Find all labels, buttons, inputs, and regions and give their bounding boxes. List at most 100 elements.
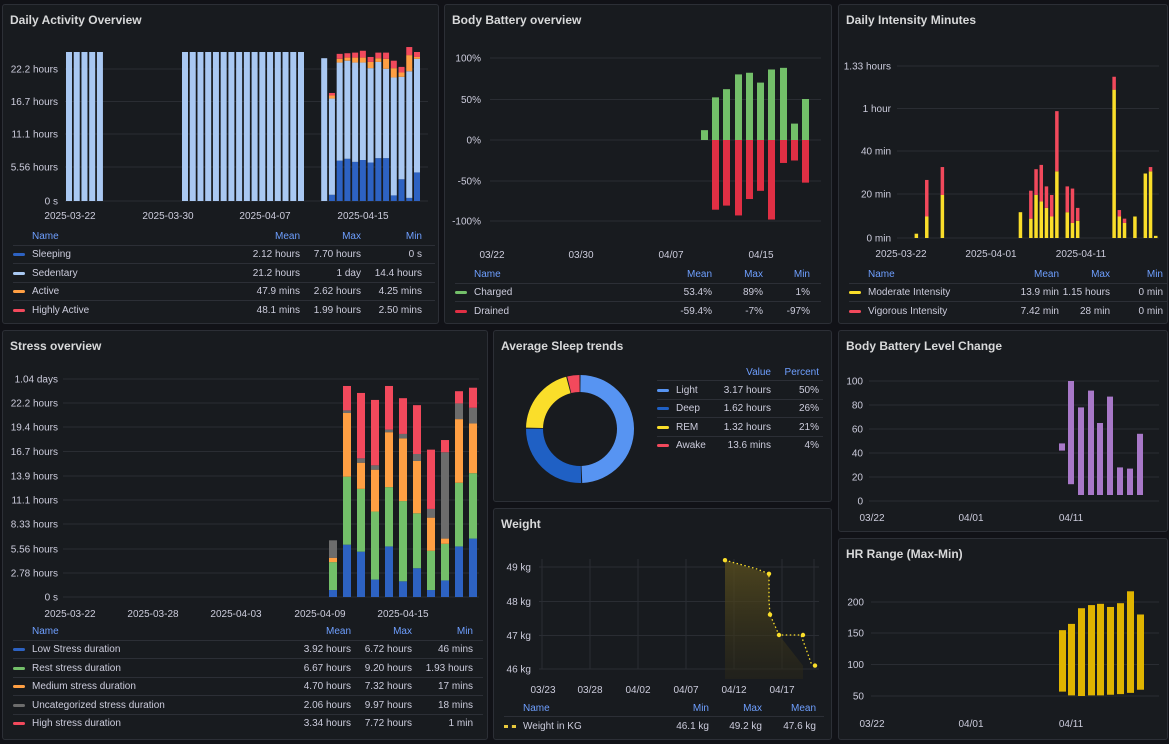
bar-highly-active xyxy=(390,60,397,69)
bar-moderate xyxy=(1034,195,1038,238)
legend-row[interactable]: Sleeping 2.12 hours 7.70 hours 0 s xyxy=(13,246,435,264)
bar-sleeping xyxy=(375,158,382,201)
legend-row[interactable]: Drained -59.4% -7% -97% xyxy=(455,302,821,320)
legend-row[interactable]: Awake 13.6 mins 4% xyxy=(657,437,823,455)
legend-value-max: -7% xyxy=(745,305,763,317)
bar-sedentary xyxy=(321,58,328,202)
legend-series-name: Highly Active xyxy=(32,304,90,316)
bar-vigorous xyxy=(1055,111,1059,172)
bar-sedentary xyxy=(81,52,88,201)
x-tick-label: 2025-04-01 xyxy=(965,249,1017,260)
series-color-swatch xyxy=(657,444,669,448)
legend-header-name[interactable]: Name xyxy=(32,230,59,242)
legend-header-min[interactable]: Min xyxy=(692,702,709,714)
panel-sleep: Average Sleep trends NameValuePercentLig… xyxy=(493,330,832,502)
bar-drained xyxy=(735,140,742,216)
legend-row[interactable]: Light 3.17 hours 50% xyxy=(657,381,823,399)
legend-value-value: 1.32 hours xyxy=(723,421,771,433)
legend-row[interactable]: Highly Active 48.1 mins 1.99 hours 2.50 min… xyxy=(13,301,435,319)
legend-row[interactable]: Uncategorized stress duration 2.06 hours 9… xyxy=(13,696,483,714)
bar-uncategorized-stress xyxy=(385,429,393,433)
legend-header-max[interactable]: Max xyxy=(1091,268,1110,280)
stress-chart: 1.04 days 22.2 hours 19.4 hours 16.7 hours 1… xyxy=(11,375,479,620)
legend-header-min[interactable]: Min xyxy=(1146,268,1163,280)
legend-series-name: Medium stress duration xyxy=(32,681,136,692)
bar-rest-stress xyxy=(469,473,477,539)
x-tick-label: 2025-04-07 xyxy=(239,211,291,222)
legend-row[interactable]: High stress duration 3.34 hours 7.72 hours… xyxy=(13,715,483,733)
legend-header-max[interactable]: Max xyxy=(342,230,361,242)
panel-stress: Stress overview 1.04 days 22.2 hours 19.4 … xyxy=(2,330,488,740)
sleep-donut-chart xyxy=(526,375,635,483)
bar-sedentary xyxy=(359,62,366,161)
series-color-swatch xyxy=(455,309,467,313)
legend-row[interactable]: Active 47.9 mins 2.62 hours 4.25 mins xyxy=(13,283,435,301)
legend-header-max[interactable]: Max xyxy=(744,268,763,280)
legend-header-mean[interactable]: Mean xyxy=(1033,268,1059,280)
legend-header-min[interactable]: Min xyxy=(405,230,422,242)
x-tick-label: 04/02 xyxy=(625,685,650,696)
bar-highly-active xyxy=(398,66,405,73)
legend-row[interactable]: Low Stress duration 3.92 hours 6.72 hours 4… xyxy=(13,641,483,659)
weight-area xyxy=(725,560,803,679)
x-tick-label: 03/22 xyxy=(859,719,884,730)
bar-sleeping xyxy=(328,194,335,201)
bar-sedentary xyxy=(328,98,335,195)
legend-header-min[interactable]: Min xyxy=(456,625,473,637)
series-color-swatch xyxy=(13,253,25,256)
panel-title: Body Battery overview xyxy=(452,13,582,27)
y-tick-label: 20 min xyxy=(861,190,891,201)
y-tick-label: 20 xyxy=(852,473,864,484)
x-tick-label: 04/01 xyxy=(958,513,983,524)
bar-highly-active xyxy=(383,52,390,59)
bb-level-chart: 100 80 60 40 20 0 03/22 04/01 04/11 xyxy=(846,377,1159,524)
legend-row[interactable]: Vigorous Intensity 7.42 min 28 min 0 min xyxy=(849,302,1167,320)
bar-high-stress xyxy=(357,392,365,459)
bar-sedentary xyxy=(189,52,196,201)
legend-row[interactable]: Charged 53.4% 89% 1% xyxy=(455,284,821,302)
legend-header-name[interactable]: Name xyxy=(868,268,895,280)
legend-header-min[interactable]: Min xyxy=(793,268,810,280)
legend-header-name[interactable]: Name xyxy=(474,268,501,280)
legend-row[interactable]: Moderate Intensity 13.9 min 1.15 hours 0 mi… xyxy=(849,284,1167,302)
bar-sleeping xyxy=(383,158,390,201)
bar-sedentary xyxy=(352,62,359,162)
legend-header: Name Mean Max Min xyxy=(13,622,483,640)
legend-row[interactable]: Weight in KG 46.1 kg 49.2 kg 47.6 kg xyxy=(504,717,824,735)
bar-charged xyxy=(757,82,764,140)
x-tick-label: 04/07 xyxy=(658,250,683,261)
bar-medium-stress xyxy=(399,438,407,502)
legend-row[interactable]: Sedentary 21.2 hours 1 day 14.4 hours xyxy=(13,264,435,282)
bar-rest-stress xyxy=(371,511,379,580)
bar-low-stress xyxy=(441,580,449,597)
y-tick-label: 0 s xyxy=(45,593,58,604)
legend-header-mean[interactable]: Mean xyxy=(686,268,712,280)
legend-row[interactable]: Medium stress duration 4.70 hours 7.32 hou… xyxy=(13,678,483,696)
legend-header-mean[interactable]: Mean xyxy=(325,625,351,637)
legend-header-mean[interactable]: Mean xyxy=(790,702,816,714)
legend-row[interactable]: REM 1.32 hours 21% xyxy=(657,418,823,436)
legend-header-name[interactable]: Name xyxy=(32,625,59,637)
legend-row[interactable]: Rest stress duration 6.67 hours 9.20 hours… xyxy=(13,659,483,677)
legend-header-max[interactable]: Max xyxy=(743,702,762,714)
legend-row[interactable]: Deep 1.62 hours 26% xyxy=(657,400,823,418)
bar-vigorous xyxy=(1034,169,1038,195)
bar-sedentary xyxy=(282,52,289,201)
legend-value-percent: 26% xyxy=(798,403,819,415)
legend-header-mean[interactable]: Mean xyxy=(274,230,300,242)
y-tick-label: 200 xyxy=(847,598,864,609)
legend-header-name[interactable]: Name xyxy=(523,702,550,714)
bar-moderate xyxy=(1154,235,1158,238)
bar-vigorous xyxy=(1039,164,1044,202)
legend-header-max[interactable]: Max xyxy=(393,625,412,637)
y-tick-label: 5.56 hours xyxy=(11,545,58,556)
bar-sedentary xyxy=(259,52,266,201)
legend-header-value[interactable]: Value xyxy=(746,366,771,378)
legend-series-name: High stress duration xyxy=(32,718,121,729)
weight-point xyxy=(766,571,772,576)
legend-value-min: 0 s xyxy=(408,249,422,260)
bar-medium-stress xyxy=(413,460,421,514)
legend-header-percent[interactable]: Percent xyxy=(784,366,819,378)
x-tick-label: 2025-03-30 xyxy=(142,211,194,222)
slice-rem xyxy=(526,376,571,429)
